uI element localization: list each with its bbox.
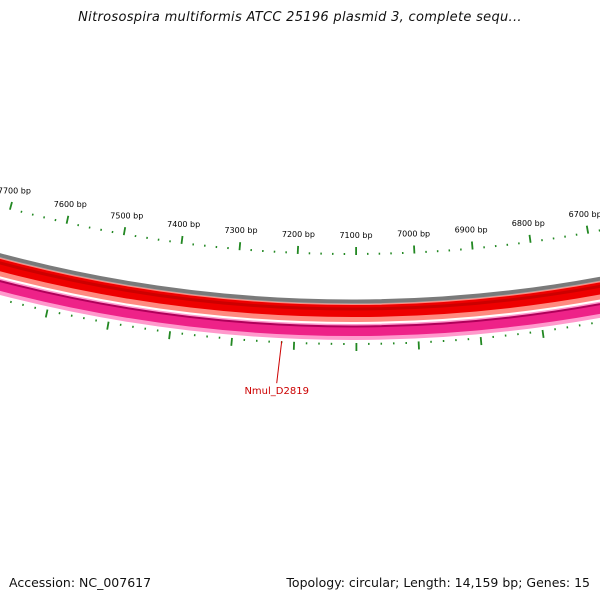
inner-minor-tick	[9, 300, 12, 304]
tick-label-7700: 7700 bp	[0, 186, 31, 195]
outer-minor-tick	[54, 218, 57, 222]
outer-major-tick	[9, 201, 13, 210]
accession-text: Accession: NC_007617	[9, 575, 152, 590]
reverse-strand-ring	[0, 280, 600, 337]
inner-minor-tick	[34, 306, 37, 309]
outer-major-tick	[238, 242, 242, 251]
inner-major-tick	[541, 329, 545, 339]
outer-major-tick	[585, 225, 590, 234]
tick-label-7600: 7600 bp	[54, 200, 87, 209]
tick-label-6700: 6700 bp	[569, 210, 600, 219]
tick-label-6800: 6800 bp	[512, 219, 545, 228]
inner-major-tick	[230, 337, 233, 346]
outer-major-tick	[180, 235, 184, 245]
gene-labels-group: Nmul_D2819	[244, 341, 309, 397]
topology-summary-text: Topology: circular; Length: 14,159 bp; G…	[286, 575, 590, 590]
forward-strand-shade	[0, 261, 600, 311]
ticks-group	[9, 201, 600, 351]
tick-label-7400: 7400 bp	[167, 220, 200, 229]
tick-label-7000: 7000 bp	[397, 230, 430, 239]
strand-gap	[0, 276, 600, 325]
tick-label-7300: 7300 bp	[224, 226, 257, 235]
outer-minor-tick	[31, 213, 34, 216]
outer-major-tick	[471, 241, 474, 250]
backbone-ring	[0, 253, 600, 305]
map-title: Nitrosospira multiformis ATCC 25196 plas…	[78, 10, 522, 25]
outer-major-tick	[65, 215, 70, 224]
tick-label-6900: 6900 bp	[455, 226, 488, 235]
tick-labels-group: 7700 bp 7600 bp 7500 bp 7400 bp 7300 bp 7200 …	[0, 186, 600, 240]
tick-label-7500: 7500 bp	[110, 211, 143, 220]
forward-strand-ring	[0, 258, 600, 318]
inner-major-tick	[479, 337, 483, 346]
outer-major-tick	[122, 227, 127, 236]
tick-label-7200: 7200 bp	[282, 230, 315, 239]
gene-leader-line	[276, 341, 283, 384]
tick-label-7100: 7100 bp	[339, 231, 372, 240]
outer-minor-tick	[20, 210, 23, 213]
reverse-strand-edge	[0, 279, 600, 328]
inner-major-tick	[44, 309, 49, 318]
outer-major-tick	[528, 234, 532, 243]
rings-group	[0, 253, 600, 340]
inner-major-tick	[106, 321, 110, 330]
inner-major-tick	[168, 331, 171, 340]
gene-label-Nmul_D2819: Nmul_D2819	[244, 386, 309, 397]
